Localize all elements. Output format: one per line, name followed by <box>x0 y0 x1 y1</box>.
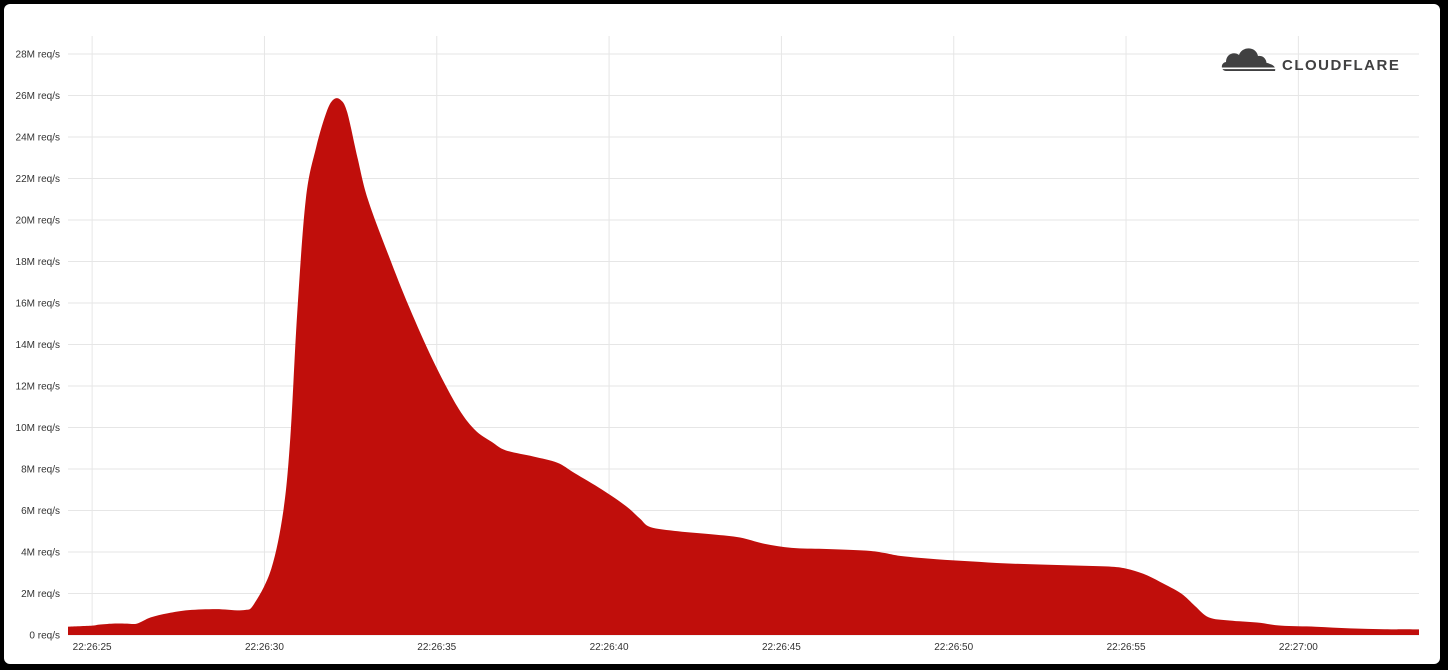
y-tick-label: 10M req/s <box>16 423 60 434</box>
x-tick-label: 22:26:45 <box>762 642 801 653</box>
y-tick-label: 6M req/s <box>21 506 60 517</box>
area-layer <box>68 98 1419 635</box>
y-tick-label: 2M req/s <box>21 589 60 600</box>
y-tick-label: 26M req/s <box>16 91 60 102</box>
y-axis-labels: 0 req/s 2M req/s 4M req/s 6M req/s 8M req/s 1… <box>16 50 60 642</box>
x-tick-label: 22:26:55 <box>1107 642 1146 653</box>
y-tick-label: 20M req/s <box>16 216 60 227</box>
cloud-icon <box>1221 48 1276 71</box>
y-tick-label: 0 req/s <box>29 631 60 642</box>
y-tick-label: 28M req/s <box>16 50 60 61</box>
x-tick-label: 22:26:50 <box>934 642 973 653</box>
x-tick-label: 22:26:30 <box>245 642 284 653</box>
x-tick-label: 22:26:40 <box>590 642 629 653</box>
x-tick-label: 22:27:00 <box>1279 642 1318 653</box>
cloudflare-logo: CLOUDFLARE <box>1221 48 1400 74</box>
chart-panel: 0 req/s 2M req/s 4M req/s 6M req/s 8M req/s 1… <box>4 4 1440 664</box>
brand-name: CLOUDFLARE <box>1282 57 1400 74</box>
traffic-area-chart: 0 req/s 2M req/s 4M req/s 6M req/s 8M req/s 1… <box>16 36 1419 653</box>
x-tick-label: 22:26:35 <box>417 642 456 653</box>
x-axis-labels: 22:26:25 22:26:30 22:26:35 22:26:40 22:26:45… <box>73 642 1319 653</box>
y-tick-label: 12M req/s <box>16 382 60 393</box>
y-tick-label: 14M req/s <box>16 340 60 351</box>
y-tick-label: 22M req/s <box>16 174 60 185</box>
x-tick-label: 22:26:25 <box>73 642 112 653</box>
y-tick-label: 8M req/s <box>21 465 60 476</box>
y-tick-label: 16M req/s <box>16 299 60 310</box>
y-tick-label: 18M req/s <box>16 257 60 268</box>
requests-area <box>68 98 1419 635</box>
y-tick-label: 24M req/s <box>16 133 60 144</box>
y-tick-label: 4M req/s <box>21 548 60 559</box>
